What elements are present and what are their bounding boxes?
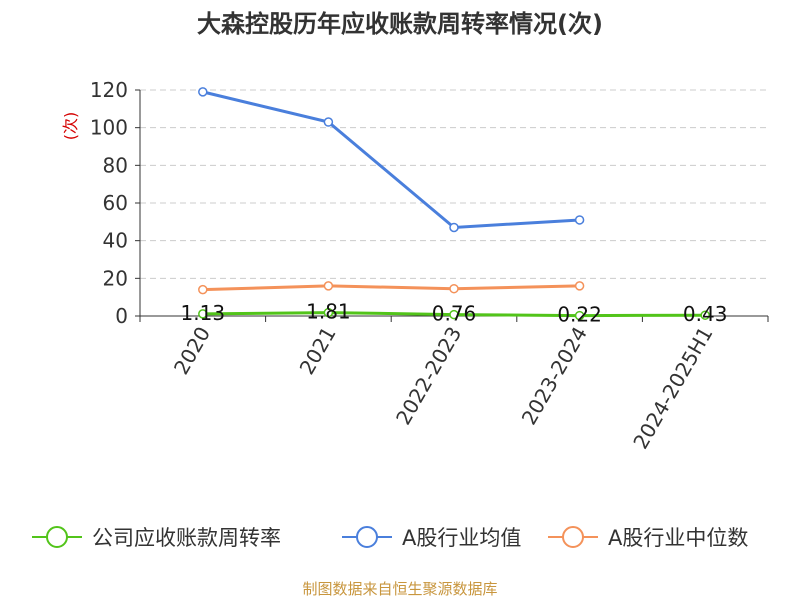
data-label: 1.81 bbox=[306, 300, 351, 324]
series-0 bbox=[198, 307, 710, 321]
legend-item: A股行业均值 bbox=[342, 526, 521, 550]
data-point bbox=[574, 281, 585, 291]
data-label: 1.13 bbox=[181, 301, 226, 325]
y-tick-label: 60 bbox=[103, 191, 128, 215]
legend-marker bbox=[46, 526, 68, 548]
legend-marker bbox=[562, 526, 584, 548]
legend-label: 公司应收账款周转率 bbox=[92, 526, 281, 550]
data-label: 0.43 bbox=[683, 302, 728, 326]
y-tick-label: 120 bbox=[90, 78, 128, 102]
series-2 bbox=[198, 281, 585, 295]
y-tick-label: 20 bbox=[103, 266, 128, 290]
x-tick-label: 2024-2025H1 bbox=[628, 323, 717, 453]
legend-item: 公司应收账款周转率 bbox=[32, 526, 281, 550]
source-note: 制图数据来自恒生聚源数据库 bbox=[302, 580, 498, 598]
series bbox=[198, 87, 710, 321]
data-point bbox=[198, 284, 208, 295]
axes: 0 20 40 60 80 100 120 2020 2021 2022-2023 2023-202… bbox=[90, 78, 769, 453]
data-point bbox=[198, 309, 208, 319]
data-point bbox=[574, 215, 585, 225]
x-tick-label: 2020 bbox=[169, 323, 215, 379]
data-point bbox=[449, 283, 459, 294]
series-line bbox=[202, 284, 580, 292]
series-line bbox=[202, 90, 580, 230]
legend-marker bbox=[356, 526, 378, 548]
y-axis-label: (次) bbox=[61, 112, 80, 141]
data-labels: 1.13 1.81 0.76 0.22 0.43 bbox=[181, 300, 728, 327]
data-point bbox=[449, 309, 459, 320]
x-tick-label: 2022-2023 bbox=[391, 323, 466, 429]
data-point bbox=[449, 222, 459, 233]
data-point bbox=[323, 117, 334, 127]
y-tick-label: 80 bbox=[103, 153, 128, 177]
x-tick-label: 2023-2024 bbox=[517, 323, 592, 429]
data-point bbox=[198, 87, 208, 97]
data-point bbox=[574, 310, 585, 321]
legend-item: A股行业中位数 bbox=[548, 526, 748, 550]
legend: 公司应收账款周转率 A股行业均值 A股行业中位数 bbox=[32, 526, 748, 550]
grid-lines bbox=[140, 89, 768, 279]
data-label: 0.76 bbox=[432, 302, 477, 326]
x-tick-label: 2021 bbox=[294, 323, 340, 379]
legend-label: A股行业均值 bbox=[402, 526, 521, 550]
series-1 bbox=[198, 87, 585, 233]
data-point bbox=[323, 281, 334, 291]
chart-title: 大森控股历年应收账款周转率情况(次) bbox=[197, 10, 603, 38]
data-point bbox=[700, 310, 710, 320]
y-tick-label: 40 bbox=[103, 229, 128, 253]
data-point bbox=[323, 307, 334, 318]
y-tick-label: 100 bbox=[90, 116, 128, 140]
legend-label: A股行业中位数 bbox=[608, 526, 748, 550]
data-label: 0.22 bbox=[557, 303, 602, 327]
y-tick-label: 0 bbox=[115, 304, 128, 328]
